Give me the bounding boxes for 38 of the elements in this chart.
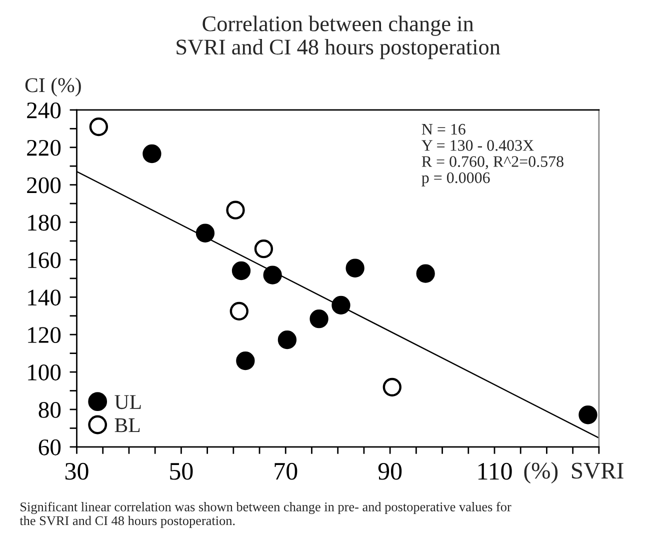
point (236, 351, 255, 370)
annotation: N = 16 Y = 130 - 0.403X R = 0.760, R^2=0.578 p = 0.0006 (422, 124, 564, 186)
point (416, 264, 435, 283)
point (89, 117, 108, 136)
point (332, 296, 350, 315)
x-tick-label: 90 (378, 462, 402, 480)
chart-title: Correlation between change in SVRI and CI 48 hours postoperation (176, 16, 500, 60)
y-tick-label: 60 (38, 439, 61, 456)
x-tick-label: 50 (170, 462, 193, 480)
y-tick-label: 180 (28, 214, 61, 231)
y-tick-label: 120 (28, 327, 61, 344)
point (232, 261, 251, 280)
point (142, 144, 162, 164)
y-tick-label: 100 (28, 364, 61, 380)
y-tick-label: 240 (27, 102, 61, 118)
point (196, 224, 215, 242)
y-tick-label: 80 (38, 402, 61, 418)
legend-label: BL (114, 418, 140, 432)
point (254, 240, 274, 258)
y-tick-label: 140 (28, 290, 61, 306)
x-axis-title: (%) SVRI (524, 462, 624, 484)
point (346, 258, 364, 278)
point (263, 266, 282, 284)
y-axis-title: CI (%) (25, 78, 81, 96)
x-tick-label: 110 (478, 462, 512, 480)
legend-label: UL (114, 395, 141, 410)
point (278, 330, 297, 350)
y-tick-label: 160 (28, 252, 61, 268)
point (578, 406, 598, 424)
point (310, 310, 328, 328)
x-tick-label: 30 (65, 462, 88, 480)
point (226, 200, 245, 220)
point (230, 302, 248, 321)
y-tick-label: 220 (27, 140, 61, 156)
x-tick-label: 70 (274, 462, 298, 480)
text: Significant linear correlation was shown between change in pre- and postoperative values for the SVRI and CI 48 hours postoperation. (20, 502, 512, 528)
y-tick-label: 200 (27, 177, 61, 194)
point (382, 378, 402, 397)
